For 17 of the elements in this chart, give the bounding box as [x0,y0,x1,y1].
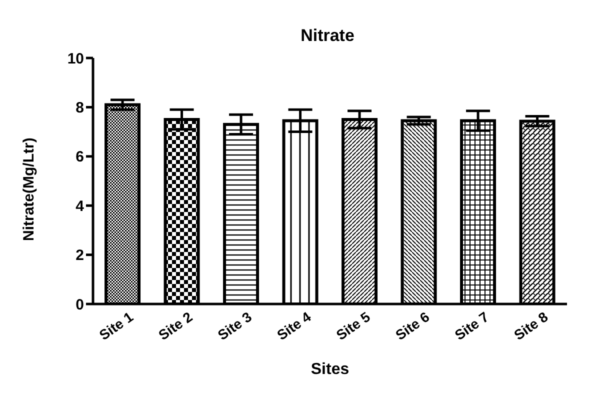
x-tick-label: Site 8 [510,308,551,344]
y-axis-title: Nitrate(Mg/Ltr) [20,138,38,241]
x-tick-label: Site 2 [155,308,196,344]
x-tick-label: Site 1 [96,308,136,344]
chart-title: Nitrate [300,26,356,46]
y-tick-label: 0 [76,296,84,314]
y-tick-label: 6 [76,148,84,166]
y-tick-label: 4 [76,198,85,215]
x-tick-label: Site 5 [333,308,374,344]
y-tick-label: 10 [67,50,84,68]
x-tick-label: Site 6 [392,308,432,344]
x-axis-title: Sites [310,361,350,378]
y-tick-label: 2 [76,247,84,264]
x-tick-label: Site 3 [214,308,255,344]
y-tick-label: 8 [76,100,84,117]
x-tick-label: Site 7 [452,308,492,344]
x-tick-label: Site 4 [274,308,314,344]
